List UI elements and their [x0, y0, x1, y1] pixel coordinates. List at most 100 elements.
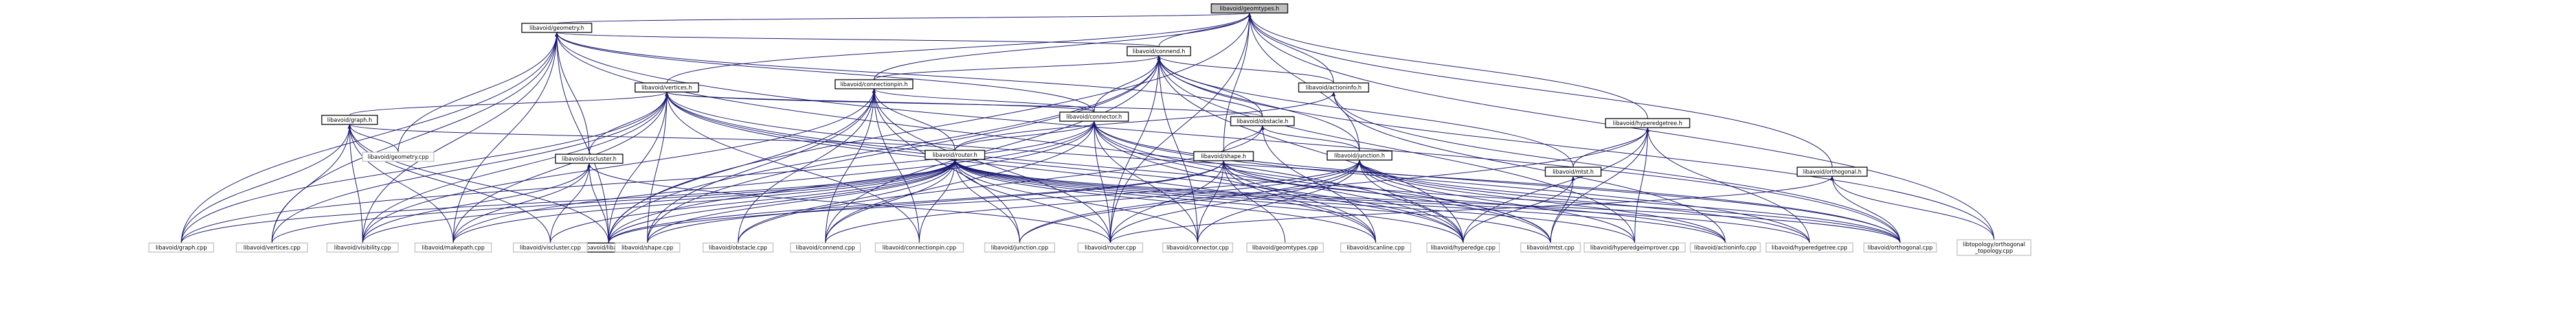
node-box	[984, 242, 1055, 253]
node-hyperedgetree-h[interactable]: libavoid/hyperedgetree.h	[1605, 118, 1690, 128]
edge-connectionpin-h-to-geomtypes	[873, 12, 1251, 80]
node-obstacle-h[interactable]: libavoid/obstacle.h	[1230, 116, 1295, 126]
node-label: libavoid/vertices.h	[642, 85, 692, 91]
node-topology-cpp[interactable]: libtopology/orthogonal_topology.cpp	[1956, 239, 2032, 256]
edge-router-cpp-to-shape-h	[1110, 160, 1226, 244]
node-box	[634, 82, 699, 93]
node-obstacle-cpp[interactable]: libavoid/obstacle.cpp	[702, 242, 774, 253]
edge-viscluster-cpp-to-viscluster-h	[550, 163, 591, 244]
node-box	[834, 79, 913, 89]
node-box	[924, 150, 985, 160]
edge-hyperedge-cpp-to-mtst-h	[1462, 176, 1575, 244]
edge-orthogonal-cpp-to-router-h	[953, 159, 1901, 244]
edge-shape-cpp-to-router-h	[647, 159, 957, 244]
node-connend-cpp[interactable]: libavoid/connend.cpp	[790, 242, 861, 253]
node-orthogonal-h[interactable]: libavoid/orthogonal.h	[1797, 167, 1868, 177]
edge-vertices-cpp-to-graph-h	[271, 124, 352, 244]
node-makepath-cpp[interactable]: libavoid/makepath.cpp	[414, 242, 492, 253]
node-label: libavoid/obstacle.cpp	[709, 245, 767, 251]
edge-topology-cpp-to-connend-h	[1157, 55, 1995, 240]
node-label: libavoid/connector.h	[1066, 114, 1122, 121]
edge-hyperedgeimprover-cpp-to-router-h	[953, 159, 1635, 244]
edge-visibility-cpp-to-vertices-h	[362, 91, 669, 244]
node-hyperedgeimprover-cpp[interactable]: libavoid/hyperedgeimprover.cpp	[1584, 242, 1686, 253]
node-label: libavoid/geometry.cpp	[368, 154, 429, 161]
edge-junction-cpp-to-connectionpin-h	[872, 88, 1020, 244]
edge-mtst-cpp-to-vertices-h	[665, 91, 1551, 244]
node-connectionpin-cpp[interactable]: libavoid/connectionpin.cpp	[875, 242, 964, 253]
node-vertices-cpp[interactable]: libavoid/vertices.cpp	[236, 242, 308, 253]
node-viscluster-h[interactable]: libavoid/viscluster.h	[555, 154, 623, 164]
node-geometry-cpp[interactable]: libavoid/geometry.cpp	[362, 152, 434, 162]
node-label: libavoid/geomtypes.cpp	[1252, 245, 1318, 251]
nodes-layer: libavoid/geomtypes.h libavoid/geometry.h l…	[148, 3, 2032, 256]
edge-orthogonal-cpp-to-shape-h	[1222, 160, 1901, 244]
node-viscluster-cpp[interactable]: libavoid/viscluster.cpp	[513, 242, 588, 253]
node-box	[1230, 116, 1295, 126]
edge-visibility-cpp-to-connectionpin-h	[362, 88, 876, 244]
node-label: libavoid/router.cpp	[1084, 245, 1136, 251]
node-box	[236, 242, 308, 253]
node-geometry-h[interactable]: libavoid/geometry.h	[521, 23, 592, 33]
node-label: libavoid/junction.h	[1334, 153, 1385, 159]
node-junction-h[interactable]: libavoid/junction.h	[1327, 150, 1393, 161]
node-graph-cpp[interactable]: libavoid/graph.cpp	[148, 242, 214, 253]
node-box	[702, 242, 774, 253]
edge-makepath-cpp-to-viscluster-h	[453, 163, 591, 244]
node-visibility-cpp[interactable]: libavoid/visibility.cpp	[326, 242, 399, 253]
node-box	[362, 152, 434, 162]
edge-hyperedge-cpp-to-router-h	[953, 159, 1464, 244]
node-hyperedge-cpp[interactable]: libavoid/hyperedge.cpp	[1426, 242, 1500, 253]
node-mtst-h[interactable]: libavoid/mtst.h	[1545, 167, 1602, 177]
edge-connector-cpp-to-junction-h	[1197, 159, 1361, 244]
edge-orthogonal-cpp-to-orthogonal-h	[1830, 176, 1901, 244]
edge-connector-cpp-to-connend-h	[1157, 55, 1198, 244]
node-router-h[interactable]: libavoid/router.h	[924, 150, 985, 160]
node-scanline-cpp[interactable]: libavoid/scanline.cpp	[1340, 242, 1411, 253]
node-box	[1584, 242, 1686, 253]
node-shape-h[interactable]: libavoid/shape.h	[1193, 151, 1254, 161]
node-shape-cpp[interactable]: libavoid/shape.cpp	[614, 242, 680, 253]
edge-obstacle-cpp-to-router-h	[737, 159, 957, 244]
node-junction-cpp[interactable]: libavoid/junction.cpp	[984, 242, 1055, 253]
node-connectionpin-h[interactable]: libavoid/connectionpin.h	[834, 79, 913, 89]
node-label: libavoid/libavoid.h	[583, 245, 634, 251]
node-geomtypes[interactable]: libavoid/geomtypes.h	[1211, 3, 1288, 14]
edge-connector-cpp-to-connector-h	[1092, 121, 1198, 244]
edge-geometry-cpp-to-geometry-h	[398, 32, 559, 153]
edge-router-cpp-to-connectionpin-h	[872, 88, 1111, 244]
node-connector-h[interactable]: libavoid/connector.h	[1059, 111, 1129, 122]
node-label: libavoid/orthogonal.cpp	[1868, 245, 1933, 251]
node-vertices-h[interactable]: libavoid/vertices.h	[634, 82, 699, 93]
node-orthogonal-cpp[interactable]: libavoid/orthogonal.cpp	[1863, 242, 1937, 253]
node-box	[521, 23, 592, 33]
node-hyperedgetree-cpp[interactable]: libavoid/hyperedgetree.cpp	[1765, 242, 1854, 253]
node-connector-cpp[interactable]: libavoid/connector.cpp	[1162, 242, 1233, 253]
node-label: libavoid/visibility.cpp	[334, 245, 391, 251]
node-label: libavoid/viscluster.h	[562, 156, 616, 163]
node-label: libavoid/connector.cpp	[1167, 245, 1229, 251]
node-label: libavoid/actioninfo.h	[1306, 85, 1361, 91]
node-actioninfo-h[interactable]: libavoid/actioninfo.h	[1298, 82, 1369, 93]
edge-orthogonal-cpp-to-geometry-h	[555, 32, 1901, 244]
node-mtst-cpp[interactable]: libavoid/mtst.cpp	[1520, 242, 1581, 253]
edge-hyperedge-cpp-to-geometry-h	[555, 32, 1464, 244]
node-label: libavoid/hyperedgetree.h	[1613, 121, 1683, 127]
node-actioninfo-cpp[interactable]: libavoid/actioninfo.cpp	[1690, 242, 1761, 253]
node-router-cpp[interactable]: libavoid/router.cpp	[1077, 242, 1143, 253]
node-box	[1126, 46, 1191, 56]
node-box	[1211, 3, 1288, 14]
node-graph-h[interactable]: libavoid/graph.h	[321, 115, 378, 125]
node-geomtypes-cpp[interactable]: libavoid/geomtypes.cpp	[1246, 242, 1324, 253]
edge-connend-h-to-geometry-h	[555, 32, 1159, 47]
node-box	[614, 242, 680, 253]
edge-orthogonal-cpp-to-actioninfo-h	[1332, 91, 1901, 244]
edge-shape-cpp-to-connectionpin-h	[647, 88, 876, 244]
edge-router-cpp-to-viscluster-h	[587, 163, 1111, 244]
edge-obstacle-cpp-to-obstacle-h	[737, 125, 1264, 244]
edge-router-cpp-to-geomtypes	[1110, 12, 1251, 244]
node-connend-h[interactable]: libavoid/connend.h	[1126, 46, 1191, 56]
edge-connectionpin-cpp-to-vertices-h	[665, 91, 920, 244]
node-label: libtopology/orthogonal	[1963, 242, 2025, 248]
